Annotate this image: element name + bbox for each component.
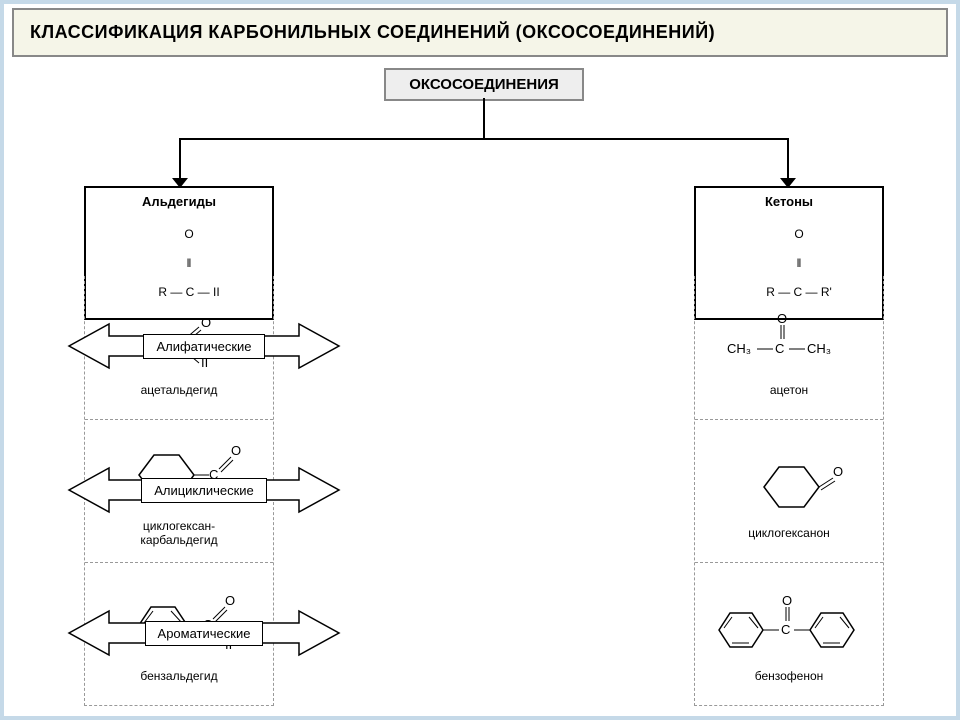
formula-o: O	[794, 227, 803, 241]
category-label: Ароматические	[145, 621, 264, 646]
cell-alicyclic-right: O циклогексанон	[695, 419, 883, 562]
svg-text:O: O	[782, 593, 792, 608]
branch-title-left: Альдегиды	[90, 194, 268, 209]
formula-o: O	[184, 227, 193, 241]
category-row-aromatic: Ароматические	[64, 603, 344, 663]
structure-acetone: CH₃ C O CH₃	[719, 299, 859, 379]
name-acetaldehyde: ацетальдегид	[141, 383, 218, 397]
name-benzophenone: бензофенон	[755, 669, 824, 683]
name-cyclohexanone: циклогексанон	[748, 526, 830, 540]
category-label: Алифатические	[143, 334, 264, 359]
cell-aromatic-right: C O бензофенон	[695, 562, 883, 705]
cell-aliphatic-right: CH₃ C O CH₃ ацетон	[695, 276, 883, 419]
svg-text:CH₃: CH₃	[727, 341, 751, 356]
svg-text:CH₃: CH₃	[807, 341, 831, 356]
category-row-alicyclic: Алициклические	[64, 460, 344, 520]
name-benzaldehyde: бензальдегид	[140, 669, 217, 683]
structure-benzophenone: C O	[704, 585, 874, 665]
connector-vertical	[483, 98, 485, 138]
page-title: КЛАССИФИКАЦИЯ КАРБОНИЛЬНЫХ СОЕДИНЕНИЙ (О…	[12, 8, 948, 57]
category-row-aliphatic: Алифатические	[64, 316, 344, 376]
name-cyclohexanecarbaldehyde: циклогексан- карбальдегид	[140, 519, 217, 547]
category-label: Алициклические	[141, 478, 267, 503]
svg-text:O: O	[833, 464, 843, 479]
name-acetone: ацетон	[770, 383, 808, 397]
svg-text:O: O	[231, 443, 241, 458]
svg-text:C: C	[781, 622, 790, 637]
formula-dbl: ‖	[187, 256, 192, 270]
svg-text:C: C	[775, 341, 784, 356]
examples-column-right: CH₃ C O CH₃ ацетон O	[694, 276, 884, 706]
connector-horizontal	[179, 138, 789, 140]
branch-title-right: Кетоны	[700, 194, 878, 209]
formula-dbl: ‖	[797, 256, 802, 270]
root-node: ОКСОСОЕДИНЕНИЯ	[384, 68, 584, 101]
classification-diagram: ОКСОСОЕДИНЕНИЯ Альдегиды O ‖ R — C — II …	[64, 68, 904, 708]
structure-cyclohexanone: O	[729, 442, 849, 522]
svg-text:O: O	[777, 311, 787, 326]
